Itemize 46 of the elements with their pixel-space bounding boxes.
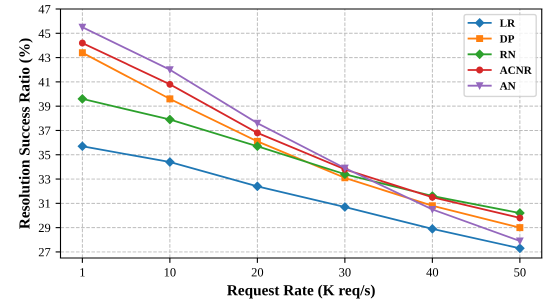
y-tick-label: 35 — [38, 150, 50, 160]
y-tick-label: 45 — [38, 29, 50, 38]
y-tick-label: 29 — [38, 224, 50, 232]
point — [252, 142, 262, 151]
y-tick-label: 43 — [38, 54, 50, 62]
point — [165, 157, 174, 167]
point — [78, 142, 87, 151]
point — [515, 244, 524, 253]
point — [340, 202, 350, 212]
y-axis-title: Resolution Success Ratio (%) — [18, 38, 33, 229]
point — [428, 194, 436, 201]
point — [166, 80, 174, 88]
y-tick-label: 27 — [38, 248, 50, 256]
point — [78, 49, 86, 56]
x-tick-label: 20 — [252, 268, 264, 277]
y-tick-label: 37 — [38, 126, 50, 135]
point — [78, 94, 87, 104]
x-tick-label: 30 — [339, 268, 351, 277]
legend-label: DP — [500, 35, 514, 42]
point — [254, 120, 261, 127]
legend-label: ACNR — [500, 66, 532, 74]
x-tick-label: 50 — [514, 268, 526, 277]
legend-label: RN — [500, 50, 516, 58]
point — [78, 40, 86, 46]
x-tick-label: 1 — [80, 268, 85, 276]
legend-label: LR — [500, 20, 516, 27]
x-tick-label: 10 — [164, 268, 176, 277]
point — [252, 182, 262, 191]
y-tick-label: 47 — [38, 5, 50, 14]
point — [428, 224, 437, 234]
point — [516, 224, 524, 232]
point — [78, 24, 86, 31]
y-tick-label: 33 — [38, 175, 50, 184]
x-axis-title: Request Rate (K req/s) — [227, 284, 375, 298]
y-tick-label: 31 — [38, 199, 50, 208]
point — [516, 238, 524, 244]
point — [166, 95, 174, 102]
point — [166, 66, 174, 74]
legend-label: AN — [500, 82, 516, 90]
x-tick-label: 40 — [426, 268, 438, 277]
y-tick-label: 39 — [38, 102, 50, 111]
point — [428, 206, 436, 213]
point — [165, 114, 174, 124]
point — [516, 214, 524, 222]
y-tick-label: 41 — [38, 78, 50, 86]
point — [254, 129, 261, 136]
